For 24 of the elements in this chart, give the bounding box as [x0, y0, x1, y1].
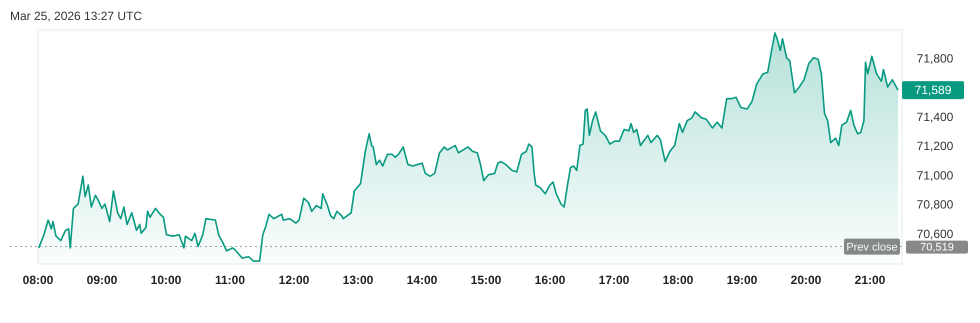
x-tick-label: 14:00: [406, 273, 438, 287]
x-tick-label: 11:00: [214, 273, 246, 287]
x-tick-label: 17:00: [598, 273, 630, 287]
y-tick-label: 70,800: [916, 198, 954, 212]
x-tick-label: 13:00: [342, 273, 374, 287]
x-tick-label: 16:00: [534, 273, 566, 287]
x-tick-label: 20:00: [790, 273, 822, 287]
x-tick-label: 19:00: [726, 273, 758, 287]
x-tick-label: 08:00: [22, 273, 54, 287]
x-tick-label: 09:00: [86, 273, 118, 287]
x-tick-label: 21:00: [854, 273, 886, 287]
y-tick-label: 71,000: [916, 168, 954, 182]
annotation: 70,519: [920, 242, 954, 254]
x-tick-label: 10:00: [150, 273, 182, 287]
ref-line-label: Prev close: [846, 242, 898, 254]
y-tick-label: 71,400: [916, 110, 954, 124]
x-tick-label: 18:00: [662, 273, 694, 287]
y-tick-label: 71,800: [916, 51, 954, 66]
annotation: 71,589: [914, 83, 952, 98]
y-tick-label: 70,600: [916, 226, 954, 241]
x-tick-label: 12:00: [278, 273, 310, 287]
x-tick-label: 15:00: [470, 273, 502, 287]
chart-subtitle: Mar 25, 2026 13:27 UTC: [10, 9, 142, 23]
y-tick-label: 71,200: [916, 139, 954, 153]
